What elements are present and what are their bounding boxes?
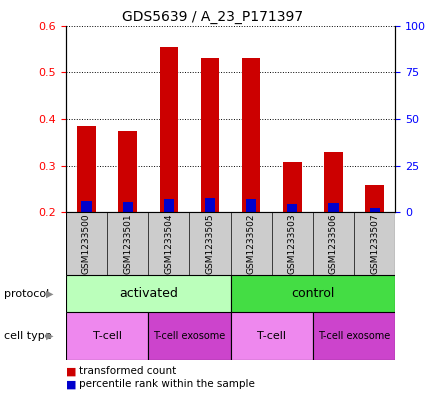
Text: activated: activated — [119, 287, 178, 300]
Bar — [329, 203, 339, 212]
Text: GSM1233506: GSM1233506 — [329, 213, 338, 274]
Text: GSM1233500: GSM1233500 — [82, 213, 91, 274]
Text: T-cell exosome: T-cell exosome — [153, 331, 226, 341]
Text: GSM1233507: GSM1233507 — [370, 213, 379, 274]
Bar — [370, 208, 380, 212]
Text: control: control — [291, 287, 334, 300]
Text: GDS5639 / A_23_P171397: GDS5639 / A_23_P171397 — [122, 10, 303, 24]
Bar — [313, 312, 395, 360]
Bar — [119, 130, 137, 212]
Bar — [283, 162, 302, 212]
Text: transformed count: transformed count — [79, 366, 176, 376]
Bar — [230, 275, 395, 312]
Text: GSM1233504: GSM1233504 — [164, 213, 173, 274]
Text: GSM1233503: GSM1233503 — [288, 213, 297, 274]
Bar — [205, 198, 215, 212]
Bar — [66, 275, 230, 312]
Bar — [164, 199, 174, 212]
Text: GSM1233502: GSM1233502 — [246, 213, 256, 274]
Text: T-cell: T-cell — [257, 331, 286, 341]
Bar — [246, 199, 256, 212]
Bar — [287, 204, 298, 212]
Text: GSM1233501: GSM1233501 — [123, 213, 132, 274]
Text: T-cell exosome: T-cell exosome — [318, 331, 390, 341]
Text: protocol: protocol — [4, 289, 49, 299]
Text: ■: ■ — [66, 366, 76, 376]
Bar — [242, 58, 261, 212]
Bar — [324, 152, 343, 212]
Bar — [148, 312, 230, 360]
Bar — [159, 46, 178, 212]
Text: GSM1233505: GSM1233505 — [205, 213, 215, 274]
Text: T-cell: T-cell — [93, 331, 122, 341]
Text: ■: ■ — [66, 379, 76, 389]
Bar — [66, 312, 148, 360]
Text: ▶: ▶ — [46, 331, 54, 341]
Bar — [230, 312, 313, 360]
Text: ▶: ▶ — [46, 289, 54, 299]
Bar — [201, 58, 219, 212]
Text: percentile rank within the sample: percentile rank within the sample — [79, 379, 255, 389]
Bar — [366, 185, 384, 212]
Bar — [77, 126, 96, 212]
Bar — [81, 200, 91, 212]
Text: cell type: cell type — [4, 331, 52, 341]
Bar — [122, 202, 133, 212]
